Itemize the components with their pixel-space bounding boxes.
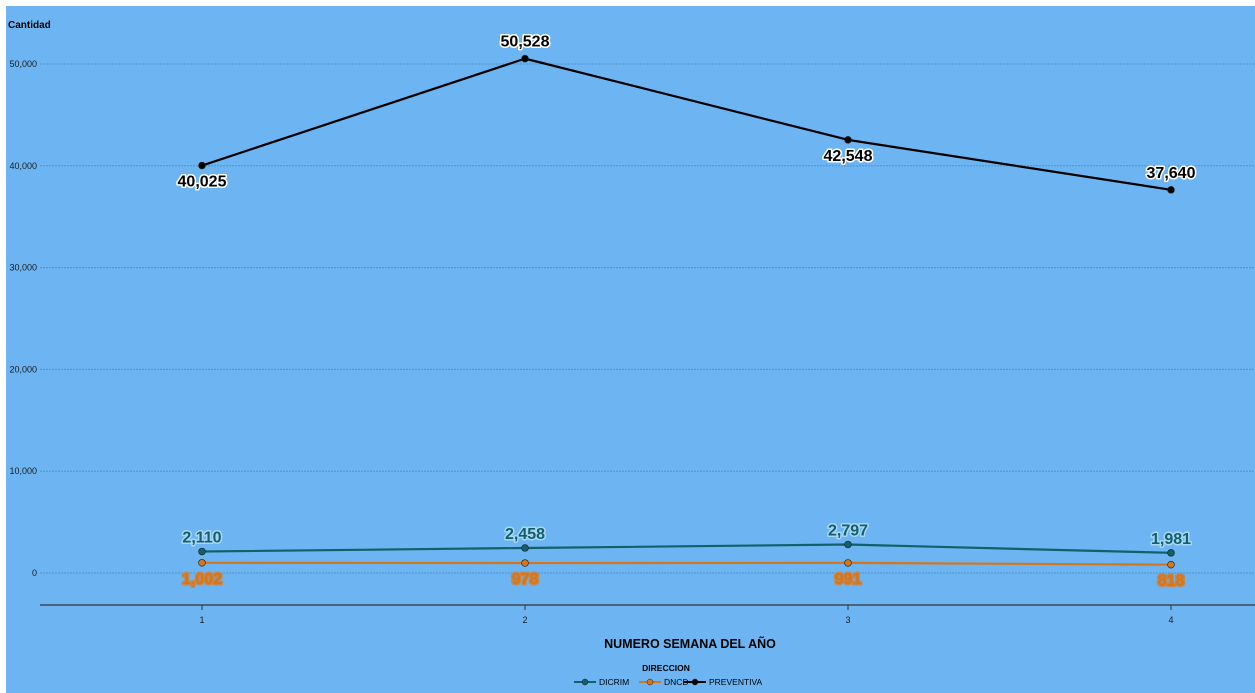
line-chart: 0 10,000 20,000 30,000 40,000 50,000 1 2 3 4 Cant…	[8, 20, 1255, 687]
data-label-dncd: 818	[1158, 573, 1185, 590]
legend-marker-dncd	[646, 678, 654, 686]
gridlines	[40, 63, 1255, 574]
series-layer	[198, 54, 1175, 569]
data-point-dncd	[1167, 560, 1175, 569]
data-label-dncd: 991	[835, 571, 862, 588]
data-label-preventiva: 37,640	[1147, 165, 1196, 182]
data-label-dicrim: 2,110	[182, 530, 221, 547]
data-point-dncd	[198, 559, 206, 567]
legend-label-dicrim: DICRIM	[599, 677, 629, 687]
data-point-preventiva	[198, 161, 206, 170]
axes: 0 10,000 20,000 30,000 40,000 50,000 1 2 3 4	[9, 59, 1255, 625]
data-label-preventiva: 42,548	[824, 148, 873, 165]
data-point-preventiva	[521, 54, 529, 63]
series-line-dicrim	[201, 543, 1172, 554]
y-tick-label: 40,000	[9, 161, 37, 171]
data-point-dncd	[521, 559, 529, 567]
chart-area: 0 10,000 20,000 30,000 40,000 50,000 1 2 3 4 Cant…	[6, 6, 1255, 693]
y-axis-label: Cantidad	[8, 20, 51, 31]
data-point-preventiva	[1167, 186, 1175, 194]
legend-marker-dicrim	[581, 678, 589, 686]
y-tick-label: 0	[32, 568, 37, 578]
legend: DIRECCION DICRIM DNCD PREVENTIVA	[574, 663, 763, 687]
data-label-dicrim: 2,458	[505, 526, 545, 543]
y-tick-label: 20,000	[9, 364, 37, 374]
data-label-dicrim: 1,981	[1151, 531, 1191, 548]
x-tick-label: 2	[522, 615, 527, 625]
legend-marker-preventiva	[691, 678, 699, 686]
x-tick-label: 3	[845, 615, 850, 625]
y-tick-label: 10,000	[9, 466, 37, 476]
data-point-dicrim	[844, 540, 852, 549]
legend-title: DIRECCION	[642, 663, 690, 673]
y-tick-label: 30,000	[9, 263, 37, 273]
x-tick-label: 1	[199, 615, 204, 625]
data-point-dicrim	[521, 544, 529, 552]
data-point-dncd	[844, 559, 852, 567]
data-point-dicrim	[1167, 549, 1175, 557]
legend-label-preventiva: PREVENTIVA	[709, 677, 763, 687]
series-line-dncd	[201, 561, 1172, 566]
data-labels-layer: 2,110 2,458 2,797 1,981 1,002 978 991 818 40,025…	[176, 32, 1197, 591]
data-label-preventiva: 50,528	[501, 34, 550, 51]
data-label-dncd: 978	[512, 571, 539, 588]
data-label-dicrim: 2,797	[828, 523, 868, 540]
legend-label-dncd: DNCD	[664, 677, 689, 687]
data-label-preventiva: 40,025	[178, 174, 227, 191]
series-line-preventiva	[201, 57, 1172, 191]
data-label-dncd: 1,002	[182, 571, 222, 588]
data-point-dicrim	[198, 547, 206, 556]
x-axis-label: NUMERO SEMANA DEL AÑO	[604, 636, 776, 651]
x-tick-label: 4	[1168, 615, 1173, 625]
y-tick-label: 50,000	[9, 59, 37, 69]
data-point-preventiva	[844, 136, 852, 144]
